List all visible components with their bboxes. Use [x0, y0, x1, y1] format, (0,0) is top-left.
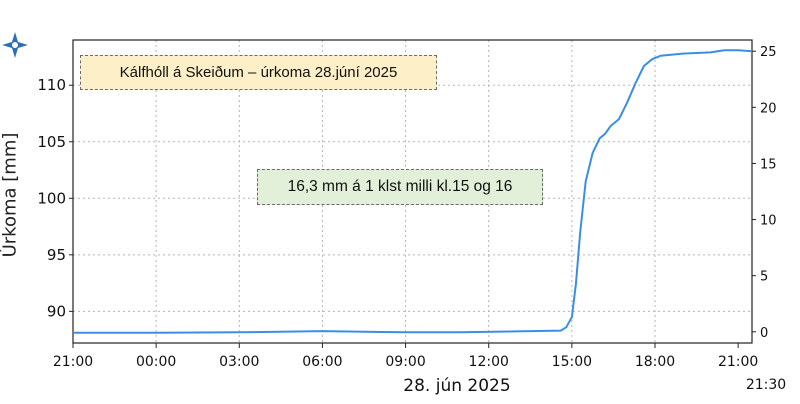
- annotation-box: 16,3 mm á 1 klst milli kl.15 og 16: [257, 169, 543, 205]
- y-right-tick-label: 20: [760, 101, 777, 116]
- y-left-tick-label: 100: [37, 189, 66, 207]
- y-left-tick-label: 110: [37, 76, 66, 94]
- y-axis-label: Úrkoma [mm]: [0, 132, 21, 258]
- x-tick-label: 18:00: [635, 354, 675, 370]
- x-tick-label: 06:00: [302, 354, 342, 370]
- y-left-tick-label: 95: [47, 246, 66, 264]
- series-layer: [73, 49, 753, 334]
- y-left-tick-label: 105: [37, 133, 66, 151]
- axes: 21:00 00:00 03:00 06:00 09:00 12:00 15:00 18:00…: [37, 45, 786, 393]
- y-left-tick-label: 90: [47, 302, 66, 320]
- x-end-label: 21:30: [746, 377, 786, 393]
- x-tick-label: 03:00: [219, 354, 259, 370]
- x-tick-label: 00:00: [136, 354, 176, 370]
- y-right-tick-label: 5: [760, 270, 768, 285]
- plot-frame: [72, 39, 753, 344]
- x-tick-label: 21:00: [53, 354, 93, 370]
- x-tick-label: 15:00: [552, 354, 592, 370]
- y-right-tick-label: 0: [760, 326, 768, 341]
- date-label: 28. jún 2025: [403, 376, 510, 396]
- y-right-tick-label: 10: [760, 214, 777, 229]
- x-tick-label: 21:00: [718, 354, 758, 370]
- x-tick-label: 09:00: [385, 354, 425, 370]
- x-tick-label: 12:00: [469, 354, 509, 370]
- weather-service-logo-icon: [2, 32, 28, 58]
- y-right-tick-label: 15: [760, 157, 777, 172]
- y-right-tick-label: 25: [760, 45, 777, 60]
- chart-title: Kálfhóll á Skeiðum – úrkoma 28.júní 2025: [80, 55, 437, 90]
- precipitation-series-line: [73, 49, 753, 334]
